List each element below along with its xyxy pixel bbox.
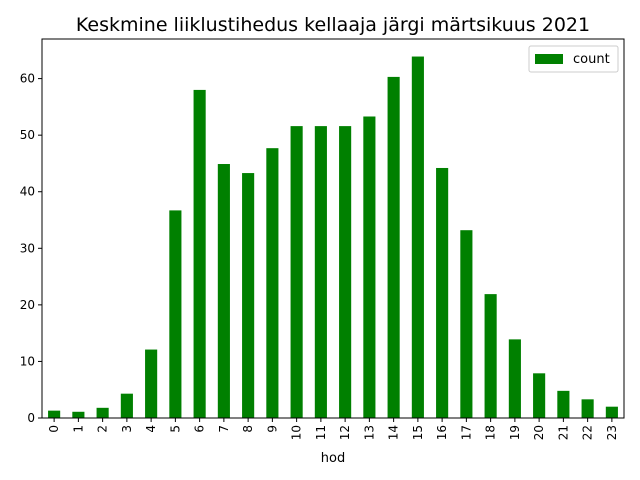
axes-frame bbox=[41, 38, 625, 419]
x-tick-label: 4 bbox=[144, 425, 158, 433]
chart-title: Keskmine liiklustihedus kellaaja järgi m… bbox=[76, 14, 590, 36]
bar-3 bbox=[120, 393, 133, 418]
bar-21 bbox=[557, 390, 570, 418]
x-axis: 0 1 2 3 4 5 6 7 8 9 10 11 12 13 14 15 16 17 18 19 20 21 22 23 bbox=[47, 418, 619, 440]
bar-9 bbox=[266, 148, 279, 418]
bar-22 bbox=[581, 399, 594, 418]
x-tick-label: 16 bbox=[435, 425, 449, 440]
legend-label: count bbox=[573, 52, 610, 67]
bar-2 bbox=[96, 407, 109, 418]
x-tick-label: 13 bbox=[362, 425, 376, 440]
x-tick-label: 15 bbox=[411, 425, 425, 440]
bar-13 bbox=[363, 116, 376, 419]
bar-16 bbox=[436, 167, 449, 418]
x-tick-label: 23 bbox=[605, 425, 619, 440]
legend-swatch bbox=[535, 54, 563, 64]
x-tick-label: 9 bbox=[265, 425, 279, 433]
x-axis-label: hod bbox=[321, 451, 345, 466]
bar-5 bbox=[169, 210, 182, 418]
bar-12 bbox=[339, 126, 352, 418]
x-tick-label: 21 bbox=[556, 425, 570, 440]
x-tick-label: 8 bbox=[241, 425, 255, 433]
x-tick-label: 11 bbox=[314, 425, 328, 440]
x-tick-label: 3 bbox=[120, 425, 134, 433]
bar-10 bbox=[290, 126, 303, 418]
y-tick-label: 10 bbox=[20, 354, 35, 368]
y-axis: 0 10 20 30 40 50 60 bbox=[20, 72, 42, 425]
y-tick-label: 20 bbox=[20, 298, 35, 312]
x-tick-label: 6 bbox=[193, 425, 207, 433]
bar-8 bbox=[242, 173, 255, 418]
y-tick-label: 50 bbox=[20, 128, 35, 142]
x-tick-label: 2 bbox=[96, 425, 110, 433]
x-tick-label: 10 bbox=[290, 425, 304, 440]
bars-group bbox=[48, 56, 618, 419]
x-tick-label: 0 bbox=[47, 425, 61, 433]
x-tick-label: 7 bbox=[217, 425, 231, 433]
bar-14 bbox=[387, 76, 400, 419]
bar-17 bbox=[460, 230, 473, 418]
x-tick-label: 5 bbox=[168, 425, 182, 433]
y-tick-label: 40 bbox=[20, 185, 35, 199]
x-tick-label: 19 bbox=[508, 425, 522, 440]
bar-7 bbox=[217, 164, 230, 418]
x-tick-label: 22 bbox=[581, 425, 595, 440]
bar-23 bbox=[605, 406, 618, 418]
legend-box bbox=[528, 45, 619, 73]
y-tick-label: 0 bbox=[27, 411, 35, 425]
x-tick-label: 1 bbox=[71, 425, 85, 433]
bar-6 bbox=[193, 89, 206, 418]
x-tick-label: 18 bbox=[484, 425, 498, 440]
x-tick-label: 20 bbox=[532, 425, 546, 440]
bar-19 bbox=[508, 339, 521, 418]
x-tick-label: 17 bbox=[459, 425, 473, 440]
y-tick-label: 60 bbox=[20, 72, 35, 86]
bar-15 bbox=[411, 56, 424, 418]
bar-20 bbox=[533, 373, 546, 418]
bar-1 bbox=[72, 411, 85, 418]
bar-11 bbox=[314, 126, 327, 418]
legend: count bbox=[528, 45, 619, 73]
x-tick-label: 12 bbox=[338, 425, 352, 440]
bar-0 bbox=[48, 410, 61, 418]
x-tick-label: 14 bbox=[387, 425, 401, 440]
bar-4 bbox=[145, 349, 158, 418]
bar-18 bbox=[484, 294, 497, 418]
y-tick-label: 30 bbox=[20, 241, 35, 255]
